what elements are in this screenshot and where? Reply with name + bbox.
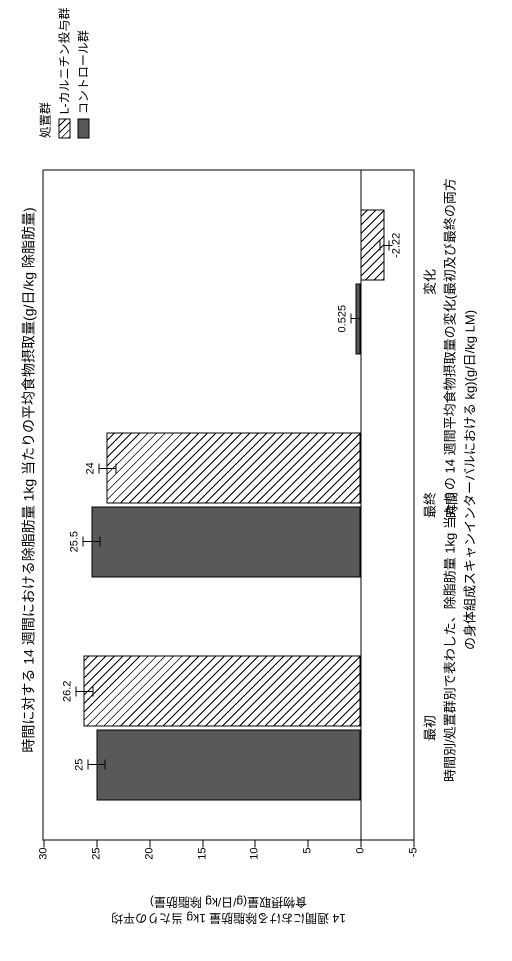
x-category-label: 最終 (420, 492, 439, 518)
hatch-swatch-icon (58, 118, 70, 138)
error-cap (105, 760, 106, 770)
y-axis-title-line2: 食物摂取量(g/日/kg 除脂肪量) (150, 896, 307, 910)
error-bar (88, 764, 105, 765)
error-bar (83, 541, 100, 542)
y-tick (202, 840, 203, 848)
value-label: 26.2 (61, 681, 73, 702)
y-tick-label: 0 (355, 848, 367, 876)
figure-caption: 時間別/処置群別で表わした、除脂肪量 1kg 当たりの 14 週間平均食物摂取量… (441, 0, 480, 961)
caption-line1: 時間別/処置群別で表わした、除脂肪量 1kg 当たりの 14 週間平均食物摂取量… (443, 178, 458, 782)
error-cap (351, 314, 352, 324)
y-axis-title: 14 週間における除脂肪量 1kg 当たりの平均 食物摂取量(g/日/kg 除脂… (49, 894, 409, 925)
y-tick-label: 5 (302, 848, 314, 876)
page: 時間に対する 14 週間における除脂肪量 1kg 当たりの平均食物摂取量(g/日… (0, 0, 512, 961)
y-tick-label: 15 (196, 848, 208, 876)
bar (96, 729, 360, 800)
chart-container: 時間に対する 14 週間における除脂肪量 1kg 当たりの平均食物摂取量(g/日… (1, 0, 512, 961)
chart-plot-area: 14 週間における除脂肪量 1kg 当たりの平均 食物摂取量(g/日/kg 除脂… (43, 170, 415, 841)
solid-swatch-icon (77, 118, 89, 138)
y-axis-title-line1: 14 週間における除脂肪量 1kg 当たりの平均 (111, 911, 346, 925)
error-cap (115, 463, 116, 473)
error-cap (75, 686, 76, 696)
y-tick-label: -5 (408, 848, 420, 876)
y-tick (361, 840, 362, 848)
error-cap (88, 760, 89, 770)
value-label: 25.5 (69, 531, 81, 552)
value-label: 24 (84, 462, 96, 474)
error-bar (75, 691, 92, 692)
value-label: 0.525 (337, 305, 349, 333)
y-tick (149, 840, 150, 848)
x-category-label: 最初 (420, 715, 439, 741)
legend-item-lcarnitine: L-カルニチン投与群 (56, 8, 73, 139)
bar (91, 506, 361, 577)
y-tick (96, 840, 97, 848)
error-cap (100, 537, 101, 547)
value-label: 25 (74, 759, 86, 771)
error-bar (98, 468, 115, 469)
y-tick (255, 840, 256, 848)
y-tick (414, 840, 415, 848)
y-tick-label: 25 (90, 848, 102, 876)
error-bar (351, 318, 359, 319)
legend-label: L-カルニチン投与群 (56, 8, 73, 115)
bar (107, 433, 361, 504)
value-label: -2.22 (390, 233, 402, 258)
caption-line2: の身体組成スキャンインターバルにおける kg)(g/日/kg LM) (462, 310, 477, 650)
chart-title: 時間に対する 14 週間における除脂肪量 1kg 当たりの平均食物摂取量(g/日… (1, 0, 43, 961)
error-cap (98, 463, 99, 473)
legend-label: コントロール群 (75, 30, 92, 114)
y-tick (308, 840, 309, 848)
y-tick-label: 30 (38, 848, 50, 876)
y-tick-label: 20 (143, 848, 155, 876)
error-cap (388, 240, 389, 250)
legend-item-control: コントロール群 (75, 8, 92, 139)
y-tick (44, 840, 45, 848)
legend-title: 処置群 (37, 8, 54, 139)
error-cap (83, 537, 84, 547)
error-cap (359, 314, 360, 324)
error-cap (92, 686, 93, 696)
y-tick-label: 10 (249, 848, 261, 876)
legend: 処置群 L-カルニチン投与群 コントロール群 (37, 8, 92, 139)
plot: -5051015202530最初2526.2最終25.524変化0.525-2.… (44, 171, 414, 840)
error-cap (380, 240, 381, 250)
x-category-label: 変化 (420, 269, 439, 295)
bar (84, 656, 361, 727)
